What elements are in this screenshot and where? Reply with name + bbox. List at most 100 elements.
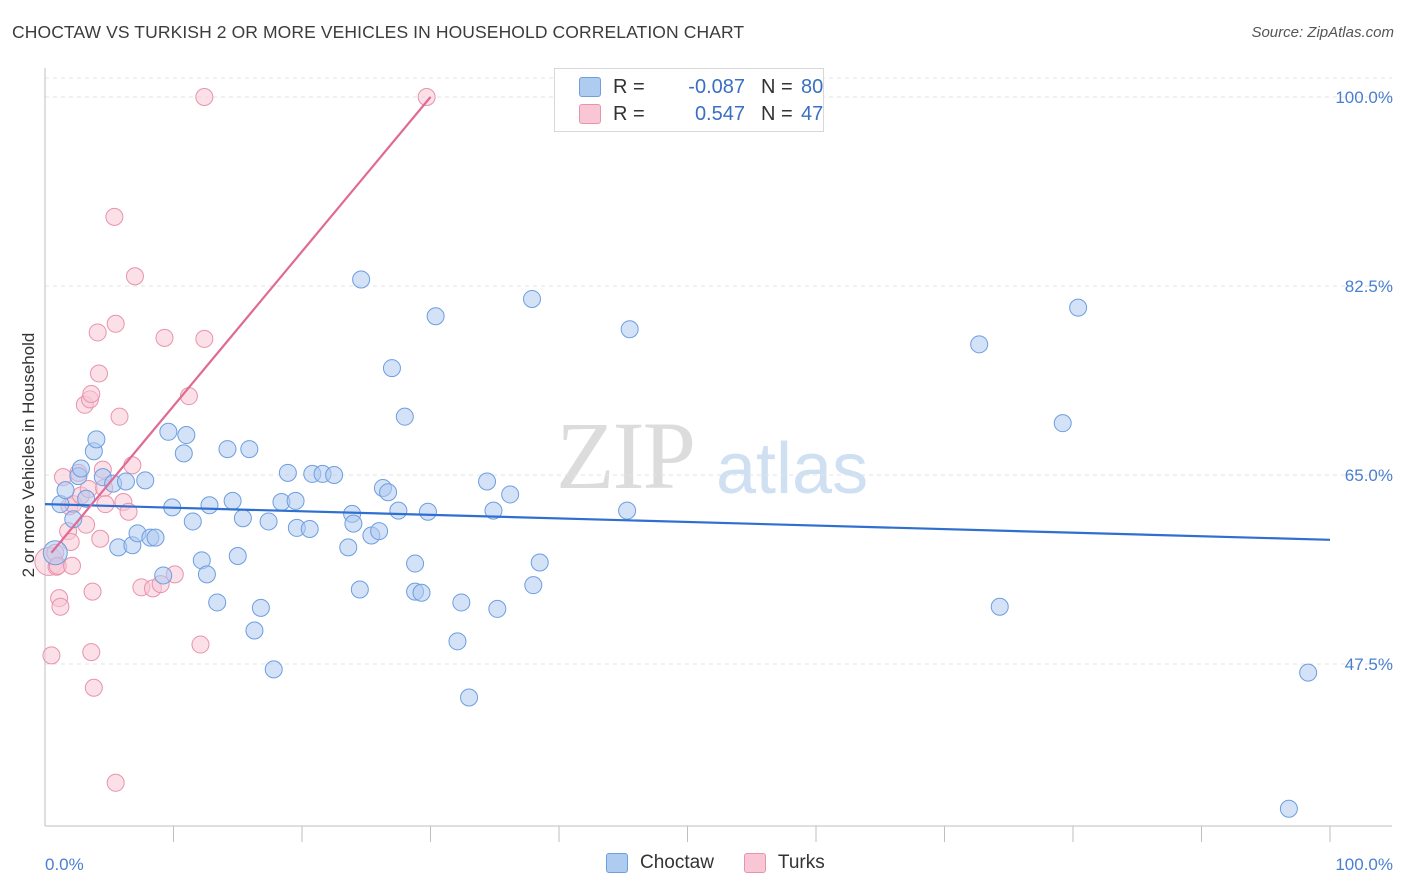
choctaw-point [1299, 663, 1318, 682]
choctaw-point [223, 491, 242, 510]
choctaw-point [395, 407, 414, 426]
turks-point [106, 314, 125, 333]
turks-point [96, 495, 115, 514]
choctaw-point [56, 481, 75, 500]
turks-point [195, 88, 214, 106]
choctaw-point [350, 580, 369, 599]
choctaw-n-value: 80 [801, 75, 824, 98]
source-label: Source: ZipAtlas.com [1251, 24, 1394, 41]
choctaw-point [325, 466, 344, 484]
choctaw-point [264, 660, 283, 679]
turks-r-label: R = [613, 102, 645, 125]
choctaw-point [339, 538, 358, 557]
watermark-atlas: atlas [716, 429, 869, 509]
turks-point [110, 407, 129, 426]
turks-point [123, 456, 142, 475]
choctaw-swatch [579, 77, 601, 97]
choctaw-n-label: N = [761, 75, 793, 98]
choctaw-point [484, 501, 503, 520]
turks-n-value: 47 [801, 102, 824, 125]
choctaw-point [1279, 799, 1298, 818]
choctaw-point [352, 270, 371, 289]
x-tick-label-min: 0.0% [45, 855, 84, 874]
choctaw-legend-swatch [606, 853, 628, 873]
turks-n-label: N = [761, 102, 793, 125]
choctaw-point [1053, 414, 1072, 433]
choctaw-point [300, 520, 319, 538]
choctaw-point [406, 554, 425, 573]
axes [44, 68, 1392, 842]
turks-point [82, 385, 101, 403]
turks-legend-swatch [743, 853, 766, 873]
turks-r-value: 0.547 [694, 102, 745, 125]
choctaw-point [370, 522, 389, 541]
y-axis-label: 2 or more Vehicles in Household [19, 333, 38, 578]
choctaw-point [412, 583, 431, 602]
choctaw-point [233, 509, 252, 528]
turks-point [417, 88, 436, 106]
choctaw-point [240, 440, 259, 459]
choctaw-r-value: -0.087 [688, 75, 745, 98]
turks-point [89, 364, 108, 383]
choctaw-legend-label: Choctaw [640, 852, 714, 873]
turks-point [62, 556, 81, 575]
choctaw-point [426, 307, 445, 326]
choctaw-point [530, 553, 549, 572]
choctaw-point [418, 502, 437, 521]
choctaw-r-label: R = [613, 75, 645, 98]
choctaw-point [197, 565, 216, 584]
choctaw-point [448, 632, 467, 651]
choctaw-point [523, 289, 542, 308]
choctaw-trend-line [44, 503, 1331, 541]
correlation-legend: R = -0.087 N = 80 R = 0.547 N = 47 [554, 68, 824, 132]
watermark-zip: ZIP [556, 402, 696, 509]
choctaw-point [154, 566, 173, 585]
turks-legend-label: Turks [777, 852, 825, 873]
turks-point [91, 529, 110, 548]
series-legend: Choctaw Turks [606, 852, 855, 874]
turks-point [195, 329, 214, 348]
choctaw-point [208, 593, 227, 612]
choctaw-point [245, 621, 264, 640]
grid-lines [45, 77, 1392, 665]
choctaw-point [116, 472, 135, 491]
choctaw-point [389, 501, 408, 520]
turks-point [106, 773, 125, 792]
turks-point [105, 207, 124, 226]
choctaw-point [42, 540, 68, 566]
choctaw-point [251, 598, 270, 617]
tick-labels: 47.5% 65.0% 82.5% 100.0% 0.0% 100.0% [45, 88, 1393, 874]
choctaw-point [524, 576, 543, 595]
choctaw-point [344, 514, 363, 533]
choctaw-point [382, 359, 401, 378]
choctaw-point [174, 444, 193, 463]
turks-point [82, 643, 101, 662]
turks-trend-line [50, 96, 432, 554]
turks-point [155, 328, 174, 347]
choctaw-point [200, 496, 219, 515]
choctaw-point [618, 501, 637, 520]
choctaw-point [990, 597, 1009, 616]
choctaw-point [159, 422, 178, 441]
y-tick-label: 65.0% [1345, 466, 1393, 485]
y-tick-label: 100.0% [1335, 88, 1393, 107]
choctaw-point [71, 459, 90, 478]
choctaw-point [87, 430, 106, 449]
choctaw-point [501, 485, 520, 504]
choctaw-point [488, 599, 507, 618]
turks-point [42, 646, 61, 665]
choctaw-point [379, 483, 398, 502]
turks-swatch [579, 104, 601, 124]
choctaw-point [1069, 298, 1088, 317]
turks-point [125, 267, 144, 286]
legend-item-turks[interactable]: Turks [743, 852, 825, 874]
choctaw-point [177, 426, 196, 445]
legend-row-turks: R = 0.547 N = 47 [579, 102, 823, 126]
choctaw-point [218, 440, 237, 459]
x-tick-label-max: 100.0% [1335, 855, 1393, 874]
legend-item-choctaw[interactable]: Choctaw [606, 852, 714, 874]
turks-point [84, 678, 103, 697]
turks-point [51, 597, 70, 616]
choctaw-point [286, 491, 305, 510]
